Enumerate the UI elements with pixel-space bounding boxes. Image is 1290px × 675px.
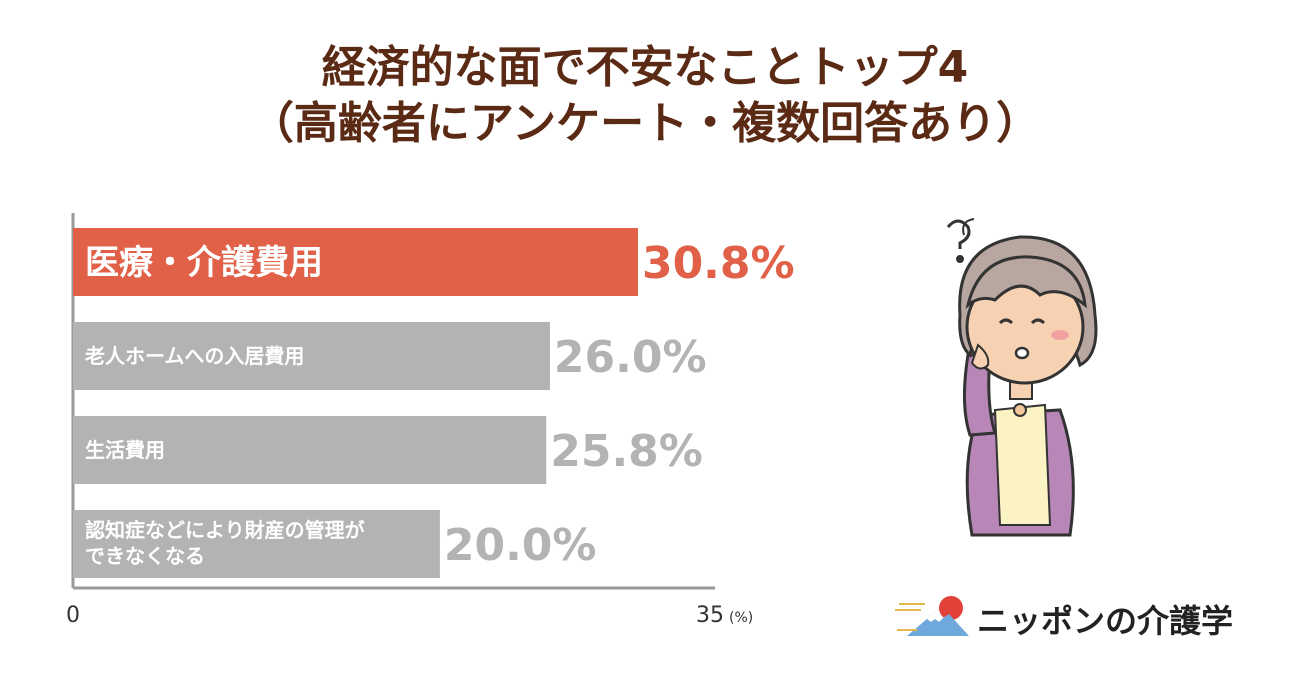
value-label-4: 20.0% — [444, 520, 597, 571]
bar-4 — [73, 510, 440, 578]
value-label-3: 25.8% — [550, 426, 703, 477]
bar-3 — [73, 416, 547, 484]
bar-chart: 医療・介護費用 30.8% 老人ホームへの入居費用 26.0% 生活費用 25.8% 認知症… — [66, 213, 795, 628]
chart-title: 経済的な面で不安なことトップ4 （高齢者にアンケート・複数回答あり） — [0, 40, 1290, 152]
x-tick-0: 0 — [66, 603, 80, 628]
bar-label-2: 老人ホームへの入居費用 — [85, 344, 304, 368]
title-line-2: （高齢者にアンケート・複数回答あり） — [249, 98, 1041, 149]
title-line-1: 経済的な面で不安なことトップ4 — [321, 42, 969, 93]
bar-label-3: 生活費用 — [85, 438, 165, 462]
worried-elderly-woman-icon — [946, 218, 1098, 537]
x-unit: (%) — [729, 610, 753, 626]
brand-logo: ニッポンの介護学 — [895, 592, 1255, 642]
x-tick-35: 35 — [696, 603, 724, 628]
mount-fuji-sun-icon — [895, 596, 969, 636]
bar-2 — [73, 322, 550, 390]
bar-label-4: 認知症などにより財産の管理ができなくなる — [85, 518, 365, 568]
value-label-1: 30.8% — [642, 238, 795, 289]
bar-label-line: できなくなる — [85, 544, 205, 568]
value-label-2: 26.0% — [554, 332, 707, 383]
brand-name: ニッポンの介護学 — [977, 602, 1234, 640]
bar-label-1: 医療・介護費用 — [85, 243, 323, 283]
bar-label-line: 認知症などにより財産の管理が — [85, 518, 365, 542]
bar-1 — [73, 228, 638, 296]
